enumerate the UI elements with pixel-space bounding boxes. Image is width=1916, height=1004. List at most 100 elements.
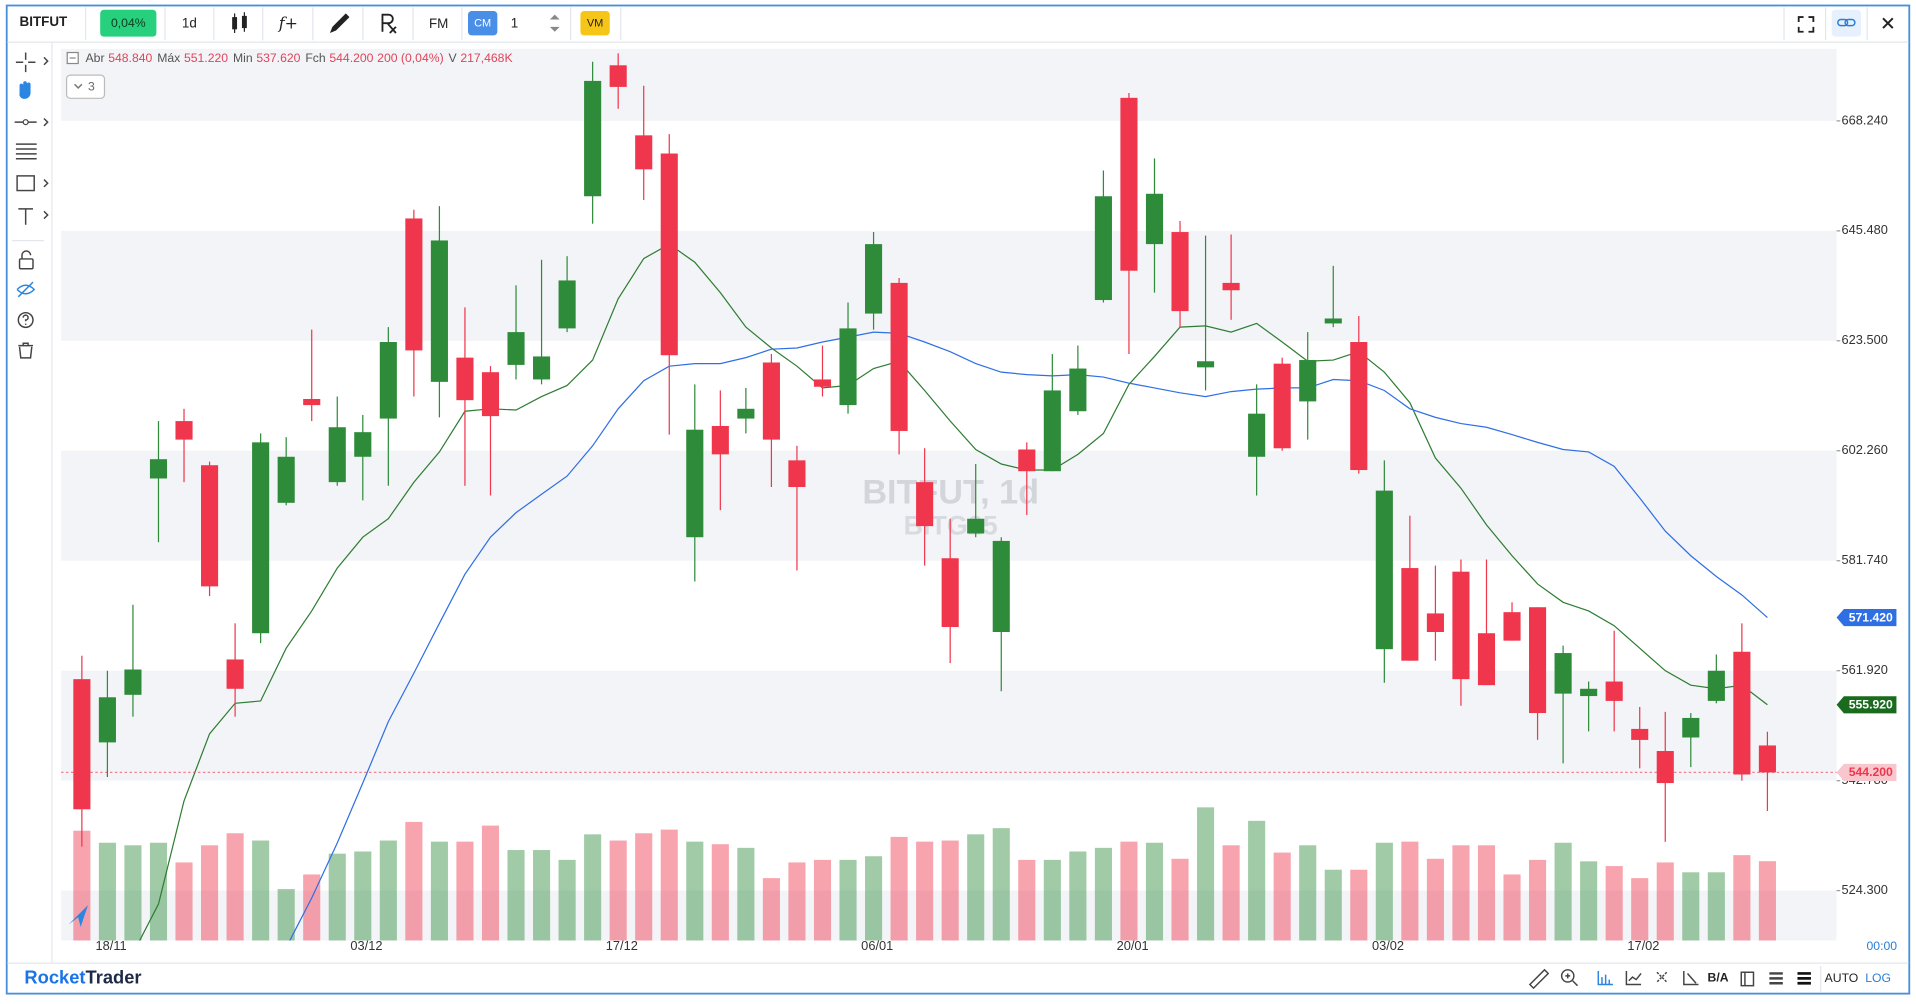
hand-tool[interactable]: [19, 81, 31, 99]
nav-arrow[interactable]: [68, 905, 88, 928]
stack-button[interactable]: [1797, 972, 1811, 985]
close-button[interactable]: [1882, 17, 1894, 29]
change-button[interactable]: 0,04%: [100, 9, 157, 37]
line-tool[interactable]: [14, 117, 49, 127]
candle-body: [1197, 361, 1215, 368]
price-badge-label: 544.200: [1849, 765, 1893, 779]
volume-button[interactable]: [1597, 971, 1613, 986]
volume-bar: [711, 844, 729, 941]
candle-body: [354, 432, 372, 457]
text-tool[interactable]: [18, 208, 49, 225]
quantity-stepper[interactable]: [549, 14, 560, 32]
crosshair-tool[interactable]: [15, 52, 49, 73]
volume-bar: [430, 841, 448, 941]
lock-tool-part: [21, 250, 32, 259]
quantity[interactable]: 1: [511, 15, 518, 30]
volume-bar: [1248, 820, 1266, 941]
volume-bar: [533, 850, 551, 941]
cm-button[interactable]: CM: [468, 10, 498, 36]
symbol[interactable]: BITFUT: [20, 14, 69, 29]
candle-body: [1145, 193, 1164, 245]
volume-bar: [1069, 851, 1087, 941]
candle-body: [916, 482, 934, 527]
log-button[interactable]: LOG: [1865, 971, 1891, 985]
rx-button-part: [381, 13, 397, 34]
volume-bar: [1222, 845, 1240, 941]
info-label: Máx: [157, 51, 180, 65]
line-tool-part: [43, 117, 49, 127]
depth-button[interactable]: [1683, 971, 1699, 986]
candle-body: [1452, 571, 1470, 680]
candle-body: [175, 421, 193, 440]
info-label: V: [449, 51, 458, 65]
volume-bar: [1554, 842, 1572, 941]
candle-body: [405, 218, 423, 351]
volume-bar: [1426, 858, 1444, 941]
visibility-tool[interactable]: [16, 281, 36, 298]
auto-button[interactable]: AUTO: [1825, 971, 1859, 985]
function-button[interactable]: f+: [278, 13, 298, 32]
candle-body: [201, 465, 219, 587]
left-toolbar: [12, 42, 53, 963]
rect-tool[interactable]: [16, 175, 49, 192]
link-button[interactable]: [1831, 9, 1862, 37]
trash-tool[interactable]: [18, 342, 33, 359]
help-tool-part: [17, 311, 34, 329]
brand: RocketTrader: [24, 966, 141, 987]
x-tick-label: 17/12: [606, 938, 638, 953]
change-button-part: [100, 9, 157, 37]
help-tool[interactable]: [17, 311, 34, 329]
lock-tool[interactable]: [18, 250, 34, 270]
volume-bar: [762, 878, 780, 941]
interval[interactable]: 1d: [182, 15, 197, 30]
candle-body: [1707, 670, 1725, 701]
volume-bar: [1350, 869, 1368, 941]
volume-bar: [967, 834, 985, 941]
ruler-button[interactable]: [1528, 968, 1550, 990]
candle-body: [1682, 717, 1700, 738]
volume-bar: [916, 841, 934, 941]
volume-bar: [201, 845, 219, 941]
list-button[interactable]: [1769, 972, 1783, 985]
link-button-part: [1837, 18, 1849, 27]
volume-bar: [1631, 878, 1649, 941]
candle-body: [1401, 568, 1419, 661]
draw-button[interactable]: [329, 13, 350, 33]
vm-button[interactable]: VM: [580, 10, 610, 36]
candle-body: [430, 240, 448, 382]
candle-body: [1426, 613, 1444, 633]
volume-bar: [686, 841, 704, 941]
x-tick-label: 17/02: [1627, 938, 1659, 953]
candle-body: [1605, 681, 1623, 701]
volume-bar: [1273, 852, 1291, 941]
y-tick-label: 524.300: [1842, 882, 1888, 897]
candle-body: [1222, 282, 1240, 291]
volume-bar: [1452, 845, 1470, 941]
candle-type-button[interactable]: [232, 12, 247, 33]
fm-button[interactable]: FM: [429, 16, 448, 31]
ba-button[interactable]: B/A: [1708, 971, 1729, 985]
rx-button[interactable]: [381, 13, 397, 34]
book-button[interactable]: [1740, 971, 1755, 987]
candle-body: [1043, 390, 1061, 472]
volume-bar: [1580, 861, 1598, 941]
volume-bar: [788, 862, 806, 941]
x-tick-label: 03/02: [1372, 938, 1404, 953]
candle-body: [1120, 97, 1138, 271]
candle-body: [1069, 368, 1087, 412]
candle-body: [149, 459, 168, 479]
info-value: 544.200: [329, 51, 373, 65]
volume-bar: [379, 840, 397, 941]
text-tool-part: [18, 208, 33, 225]
candle-body: [1580, 688, 1598, 697]
grid-button[interactable]: [1656, 971, 1668, 983]
candle-body: [1631, 728, 1649, 740]
fullscreen-button[interactable]: [1797, 16, 1815, 33]
trend-button[interactable]: [1625, 971, 1642, 986]
indicator-toggle[interactable]: 3: [65, 74, 106, 99]
trend-button-part: [1625, 971, 1642, 986]
candle-body: [328, 427, 346, 483]
brand-first: Rocket: [24, 966, 85, 987]
fib-tool[interactable]: [15, 143, 37, 160]
zoom-button[interactable]: [1560, 969, 1579, 987]
